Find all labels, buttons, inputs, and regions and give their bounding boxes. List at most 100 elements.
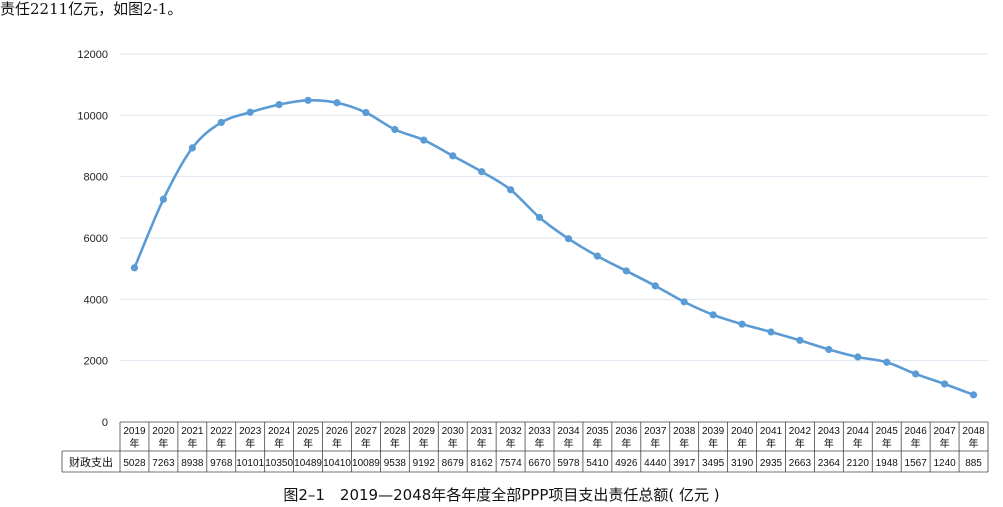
data-point	[449, 152, 457, 160]
y-tick-label: 6000	[84, 233, 108, 245]
x-tick-label: 2045	[876, 426, 899, 437]
gridlines	[120, 53, 988, 362]
data-label: 8162	[471, 458, 494, 469]
x-tick-suffix: 年	[274, 437, 284, 450]
x-tick-suffix: 年	[187, 437, 197, 450]
data-point	[738, 320, 746, 328]
x-tick-suffix: 年	[245, 437, 255, 450]
data-label: 1567	[905, 458, 928, 469]
data-label: 9768	[210, 458, 233, 469]
x-tick-label: 2031	[471, 426, 494, 437]
figure-caption: 图2–1 2019—2048年各年度全部PPP项目支出责任总额( 亿元 )	[283, 486, 720, 504]
series-points	[130, 96, 978, 399]
data-label: 10101	[236, 458, 264, 469]
x-tick-suffix: 年	[737, 437, 747, 450]
data-label: 3917	[673, 458, 696, 469]
data-point	[333, 99, 341, 107]
x-tick-label: 2044	[847, 426, 870, 437]
x-tick-label: 2039	[702, 426, 725, 437]
x-tick-label: 2020	[152, 426, 175, 437]
x-tick-suffix: 年	[303, 437, 313, 450]
x-tick-suffix: 年	[158, 437, 168, 450]
x-tick-label: 2021	[181, 426, 204, 437]
x-tick-suffix: 年	[506, 437, 516, 450]
x-tick-label: 2040	[731, 426, 754, 437]
data-label: 2120	[847, 458, 870, 469]
data-table: 财政支出2019年50282020年72632021年89382022年9768…	[61, 421, 989, 473]
data-point	[651, 282, 659, 290]
y-tick-label: 2000	[84, 356, 108, 368]
data-point	[188, 144, 196, 152]
data-point	[507, 186, 515, 194]
x-tick-label: 2041	[760, 426, 783, 437]
data-label: 1948	[876, 458, 899, 469]
x-tick-suffix: 年	[853, 437, 863, 450]
data-label: 4926	[615, 458, 638, 469]
x-tick-label: 2022	[210, 426, 233, 437]
data-point	[680, 298, 688, 306]
data-point	[941, 380, 949, 388]
x-tick-suffix: 年	[419, 437, 429, 450]
data-label: 9538	[384, 458, 407, 469]
data-point	[217, 118, 225, 127]
x-tick-suffix: 年	[621, 437, 631, 450]
x-tick-suffix: 年	[795, 437, 805, 450]
x-tick-suffix: 年	[882, 437, 892, 450]
x-tick-label: 2042	[789, 426, 812, 437]
x-tick-label: 2030	[442, 426, 465, 437]
x-tick-label: 2034	[557, 426, 580, 437]
x-tick-suffix: 年	[535, 437, 545, 450]
data-point	[130, 264, 139, 272]
x-tick-suffix: 年	[390, 437, 400, 450]
x-tick-suffix: 年	[361, 437, 371, 450]
x-tick-label: 2032	[499, 426, 522, 437]
x-tick-label: 2025	[297, 426, 320, 437]
y-tick-label: 0	[102, 417, 108, 429]
data-point	[304, 96, 312, 104]
x-tick-suffix: 年	[563, 437, 573, 450]
x-tick-label: 2046	[905, 426, 928, 437]
data-label: 5978	[557, 458, 580, 469]
data-point	[362, 109, 370, 117]
data-label: 10350	[265, 458, 293, 469]
x-tick-suffix: 年	[708, 437, 718, 450]
x-tick-suffix: 年	[129, 437, 139, 450]
data-label: 7263	[152, 458, 175, 469]
data-label: 2364	[818, 458, 841, 469]
y-tick-label: 10000	[77, 110, 108, 122]
data-point	[420, 136, 428, 144]
x-tick-suffix: 年	[448, 437, 458, 450]
data-point	[854, 353, 862, 361]
intro-text: 责任2211亿元，如图2-1。	[0, 0, 183, 18]
x-tick-suffix: 年	[911, 437, 921, 450]
x-tick-suffix: 年	[969, 437, 979, 450]
data-point	[159, 195, 167, 203]
x-tick-label: 2035	[586, 426, 609, 437]
x-tick-label: 2023	[239, 426, 262, 437]
x-tick-suffix: 年	[824, 437, 834, 450]
data-label: 7574	[499, 458, 522, 469]
data-label: 9192	[413, 458, 436, 469]
data-label: 2663	[789, 458, 812, 469]
data-point	[246, 108, 254, 116]
series-line	[133, 98, 974, 397]
x-tick-label: 2027	[355, 426, 378, 437]
data-point	[564, 235, 573, 243]
data-point	[535, 213, 544, 222]
x-tick-label: 2033	[528, 426, 551, 437]
data-label: 1240	[933, 458, 956, 469]
data-label: 10089	[352, 458, 380, 469]
data-point	[275, 101, 283, 109]
data-label: 5028	[123, 458, 146, 469]
y-tick-label: 8000	[84, 172, 108, 184]
data-label: 4440	[644, 458, 667, 469]
data-point	[912, 370, 920, 378]
data-label: 8679	[442, 458, 465, 469]
data-label: 5410	[586, 458, 609, 469]
x-tick-suffix: 年	[940, 437, 950, 450]
x-tick-suffix: 年	[650, 437, 660, 450]
x-tick-label: 2038	[673, 426, 696, 437]
x-tick-suffix: 年	[592, 437, 602, 450]
data-point	[883, 358, 891, 366]
